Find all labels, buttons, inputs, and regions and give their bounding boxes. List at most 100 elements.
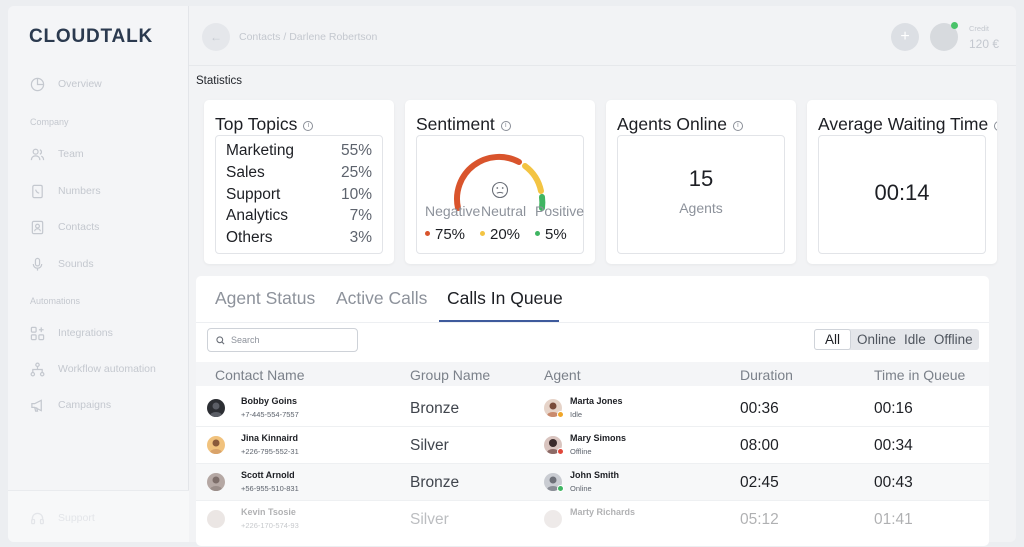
- contact-avatar: [207, 436, 225, 454]
- filter-idle[interactable]: Idle: [904, 332, 926, 347]
- sidebar-item-label: Numbers: [58, 185, 101, 197]
- credit-value: 120 €: [969, 37, 1000, 51]
- contact-name: Scott Arnold: [241, 470, 295, 480]
- header-duration[interactable]: Duration: [740, 367, 793, 383]
- neutral-value: 20%: [480, 226, 520, 243]
- card-title: Sentiment i: [416, 114, 511, 135]
- sidebar-support[interactable]: Support: [8, 490, 189, 542]
- tab-active-calls[interactable]: Active Calls: [336, 288, 428, 308]
- queue-time-value: 00:16: [874, 400, 913, 417]
- header-contact-name[interactable]: Contact Name: [215, 367, 305, 383]
- sidebar-item-workflow-automation[interactable]: Workflow automation: [30, 359, 156, 379]
- breadcrumb[interactable]: Contacts / Darlene Robertson: [239, 31, 378, 43]
- negative-label: Negative: [425, 203, 481, 219]
- sidebar: CLOUDTALK Overview Company Team Numbers …: [8, 6, 189, 542]
- agent-name: Mary Simons: [570, 433, 627, 443]
- tab-agent-status[interactable]: Agent Status: [215, 288, 316, 308]
- status-filter: All Online Idle Offline: [814, 329, 979, 350]
- sidebar-item-overview[interactable]: Overview: [30, 74, 102, 94]
- sidebar-item-integrations[interactable]: Integrations: [30, 323, 113, 343]
- contact-name: Bobby Goins: [241, 396, 297, 406]
- group-name: Bronze: [410, 400, 460, 417]
- active-tab-indicator: [439, 320, 559, 322]
- topic-row: Sales 25%: [226, 164, 372, 181]
- sidebar-item-campaigns[interactable]: Campaigns: [30, 395, 111, 415]
- statistics-heading: Statistics: [196, 75, 243, 87]
- sidebar-item-label: Overview: [58, 78, 102, 90]
- sidebar-item-contacts[interactable]: Contacts: [30, 217, 99, 237]
- agent-avatar: [544, 510, 562, 528]
- section-automations: Automations: [30, 296, 81, 306]
- sidebar-item-team[interactable]: Team: [30, 144, 84, 164]
- tabs-divider: [196, 322, 989, 323]
- headset-icon: [31, 512, 44, 524]
- table-row[interactable]: Jina Kinnaird +226-795-552-31 Silver Mar…: [196, 427, 989, 464]
- contact-phone: +226-170-574-93: [241, 521, 299, 530]
- tab-calls-in-queue[interactable]: Calls In Queue: [447, 288, 563, 308]
- info-icon[interactable]: i: [500, 120, 511, 131]
- negative-value: 75%: [425, 226, 465, 243]
- grid-plus-icon: [30, 326, 45, 340]
- contact-avatar: [207, 473, 225, 491]
- info-icon[interactable]: i: [303, 120, 314, 131]
- phone-book-icon: [32, 184, 43, 198]
- agent-status: Idle: [570, 410, 583, 419]
- neutral-face-icon: [491, 181, 509, 199]
- neutral-label: Neutral: [481, 203, 527, 219]
- card-title: Agents Online i: [617, 114, 743, 135]
- filter-all[interactable]: All: [814, 329, 852, 350]
- topic-row: Analytics 7%: [226, 207, 372, 224]
- gauge-negative-arc: [454, 153, 522, 211]
- agent-status: Offline: [570, 447, 592, 456]
- sidebar-item-sounds[interactable]: Sounds: [30, 254, 94, 274]
- average-waiting-value: 00:14: [874, 180, 930, 205]
- positive-label: Positive: [535, 203, 585, 219]
- table-row[interactable]: Bobby Goins +7-445-554-7557 Bronze Marta…: [196, 390, 989, 427]
- header-time-in-queue[interactable]: Time in Queue: [874, 367, 966, 383]
- header-group-name[interactable]: Group Name: [410, 367, 491, 383]
- header-agent[interactable]: Agent: [544, 367, 581, 383]
- users-icon: [30, 148, 45, 160]
- contact-avatar: [207, 510, 225, 528]
- sidebar-item-numbers[interactable]: Numbers: [30, 181, 101, 201]
- sentiment-card: Sentiment i Negative Neutral Positive 75%…: [405, 100, 595, 264]
- cloudtalk-logo[interactable]: CLOUDTALK: [29, 26, 153, 47]
- agent-avatar: [544, 473, 564, 492]
- add-button[interactable]: +: [891, 23, 919, 51]
- queue-time-value: 00:34: [874, 437, 913, 454]
- contact-name: Kevin Tsosie: [241, 507, 296, 517]
- contact-card-icon: [31, 220, 44, 234]
- sidebar-item-label: Workflow automation: [58, 363, 156, 375]
- duration-value: 05:12: [740, 511, 779, 528]
- info-icon[interactable]: i: [732, 120, 743, 131]
- duration-value: 00:36: [740, 400, 779, 417]
- card-title: Top Topics i: [215, 114, 314, 135]
- filter-online[interactable]: Online: [857, 332, 897, 347]
- sidebar-item-label: Integrations: [58, 327, 113, 339]
- support-item[interactable]: Support: [30, 508, 95, 528]
- contact-phone: +226-795-552-31: [241, 447, 299, 456]
- sidebar-item-label: Sounds: [58, 258, 94, 270]
- info-icon[interactable]: i: [994, 120, 997, 131]
- support-label: Support: [58, 512, 95, 524]
- table-row[interactable]: Kevin Tsosie +226-170-574-93 Silver Mart…: [196, 501, 989, 538]
- contact-avatar: [207, 399, 225, 417]
- filter-offline[interactable]: Offline: [933, 332, 973, 347]
- back-button[interactable]: ←: [202, 23, 230, 51]
- agents-box: 15 Agents: [617, 135, 785, 254]
- agent-avatar: [544, 436, 564, 455]
- workflow-icon: [30, 362, 45, 376]
- table-header: Contact Name Group Name Agent Duration T…: [196, 362, 989, 386]
- section-company: Company: [30, 117, 69, 127]
- sentiment-box: [416, 135, 584, 254]
- topic-row: Support 10%: [226, 186, 372, 203]
- table-row[interactable]: Scott Arnold +56-955-510-831 Bronze John…: [196, 464, 989, 501]
- contact-phone: +7-445-554-7557: [241, 410, 299, 419]
- agents-online-count: 15: [688, 166, 714, 191]
- agent-name: John Smith: [570, 470, 619, 480]
- sidebar-item-label: Team: [58, 148, 84, 160]
- contact-name: Jina Kinnaird: [241, 433, 299, 443]
- search-input[interactable]: Search: [207, 328, 358, 352]
- gauge-neutral-arc: [522, 163, 544, 194]
